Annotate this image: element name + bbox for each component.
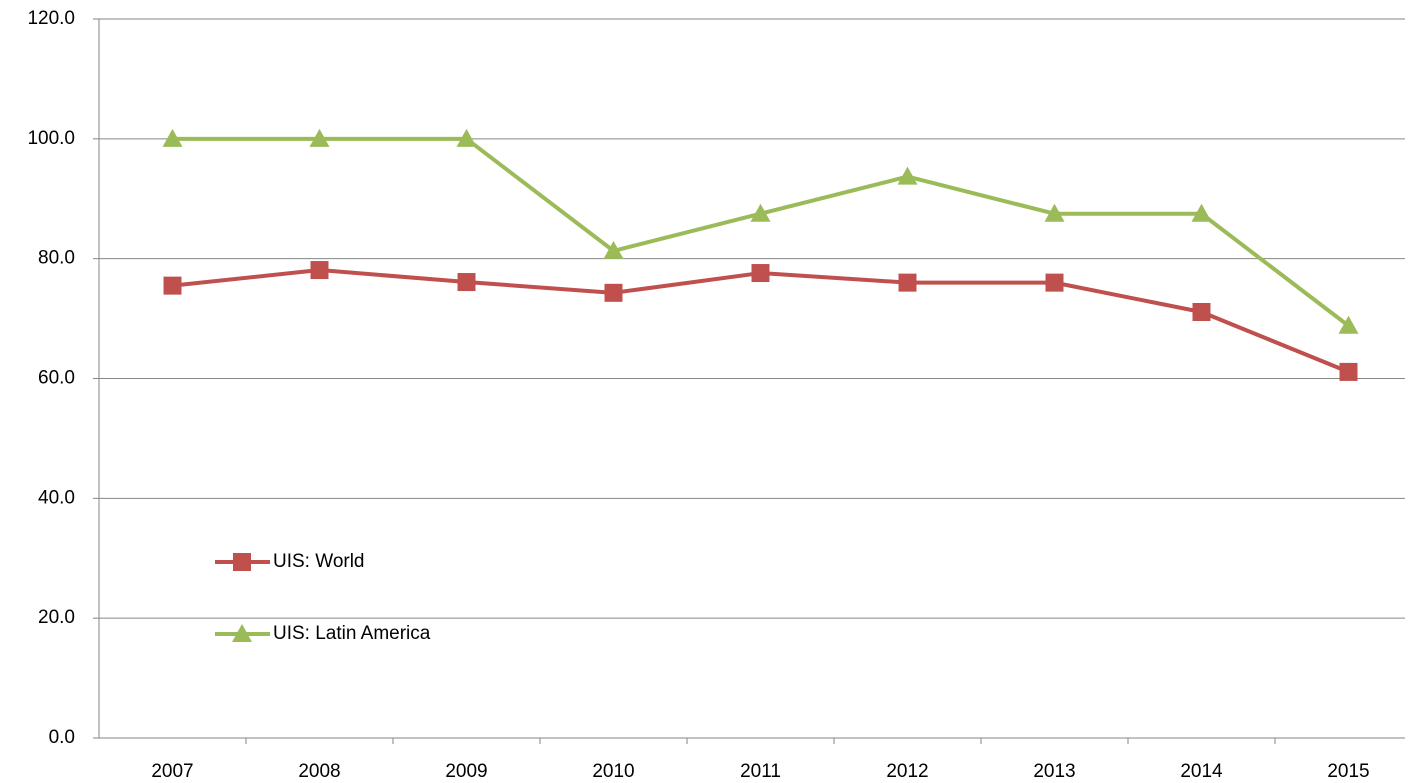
data-point — [897, 166, 918, 185]
data-point — [604, 283, 623, 302]
x-tick-label: 2015 — [1327, 761, 1369, 782]
data-point — [1192, 302, 1211, 321]
x-tick-label: 2010 — [592, 761, 634, 782]
data-point — [603, 240, 624, 259]
data-point — [751, 264, 770, 283]
data-point — [1191, 203, 1212, 222]
legend-label: UIS: World — [273, 551, 365, 572]
data-point — [898, 273, 917, 292]
legend-marker — [233, 553, 251, 571]
y-tick-label: 40.0 — [38, 487, 75, 508]
x-tick-label: 2014 — [1180, 761, 1223, 782]
data-point — [1339, 362, 1358, 381]
data-point — [310, 261, 329, 280]
data-point — [163, 276, 182, 295]
x-tick-label: 2011 — [740, 761, 781, 782]
data-point — [309, 128, 330, 147]
legend-label: UIS: Latin America — [273, 623, 431, 644]
series-line — [172, 268, 1350, 374]
data-point — [1045, 273, 1064, 292]
data-point — [456, 128, 477, 147]
y-tick-label: 80.0 — [38, 248, 75, 269]
data-point — [457, 273, 476, 292]
y-tick-label: 20.0 — [38, 607, 75, 628]
y-tick-label: 120.0 — [27, 8, 75, 29]
series-line — [172, 136, 1350, 328]
x-tick-label: 2012 — [886, 761, 928, 782]
x-tick-label: 2007 — [151, 761, 193, 782]
legend-marker — [232, 624, 252, 642]
y-tick-label: 60.0 — [38, 368, 75, 389]
y-tick-label: 100.0 — [27, 128, 75, 149]
x-tick-label: 2009 — [445, 761, 487, 782]
data-point — [1044, 203, 1065, 222]
x-tick-label: 2013 — [1033, 761, 1075, 782]
data-point — [750, 203, 771, 222]
data-point — [162, 128, 183, 147]
y-tick-label: 0.0 — [49, 727, 75, 748]
data-point — [1338, 315, 1359, 334]
x-tick-label: 2008 — [298, 761, 340, 782]
